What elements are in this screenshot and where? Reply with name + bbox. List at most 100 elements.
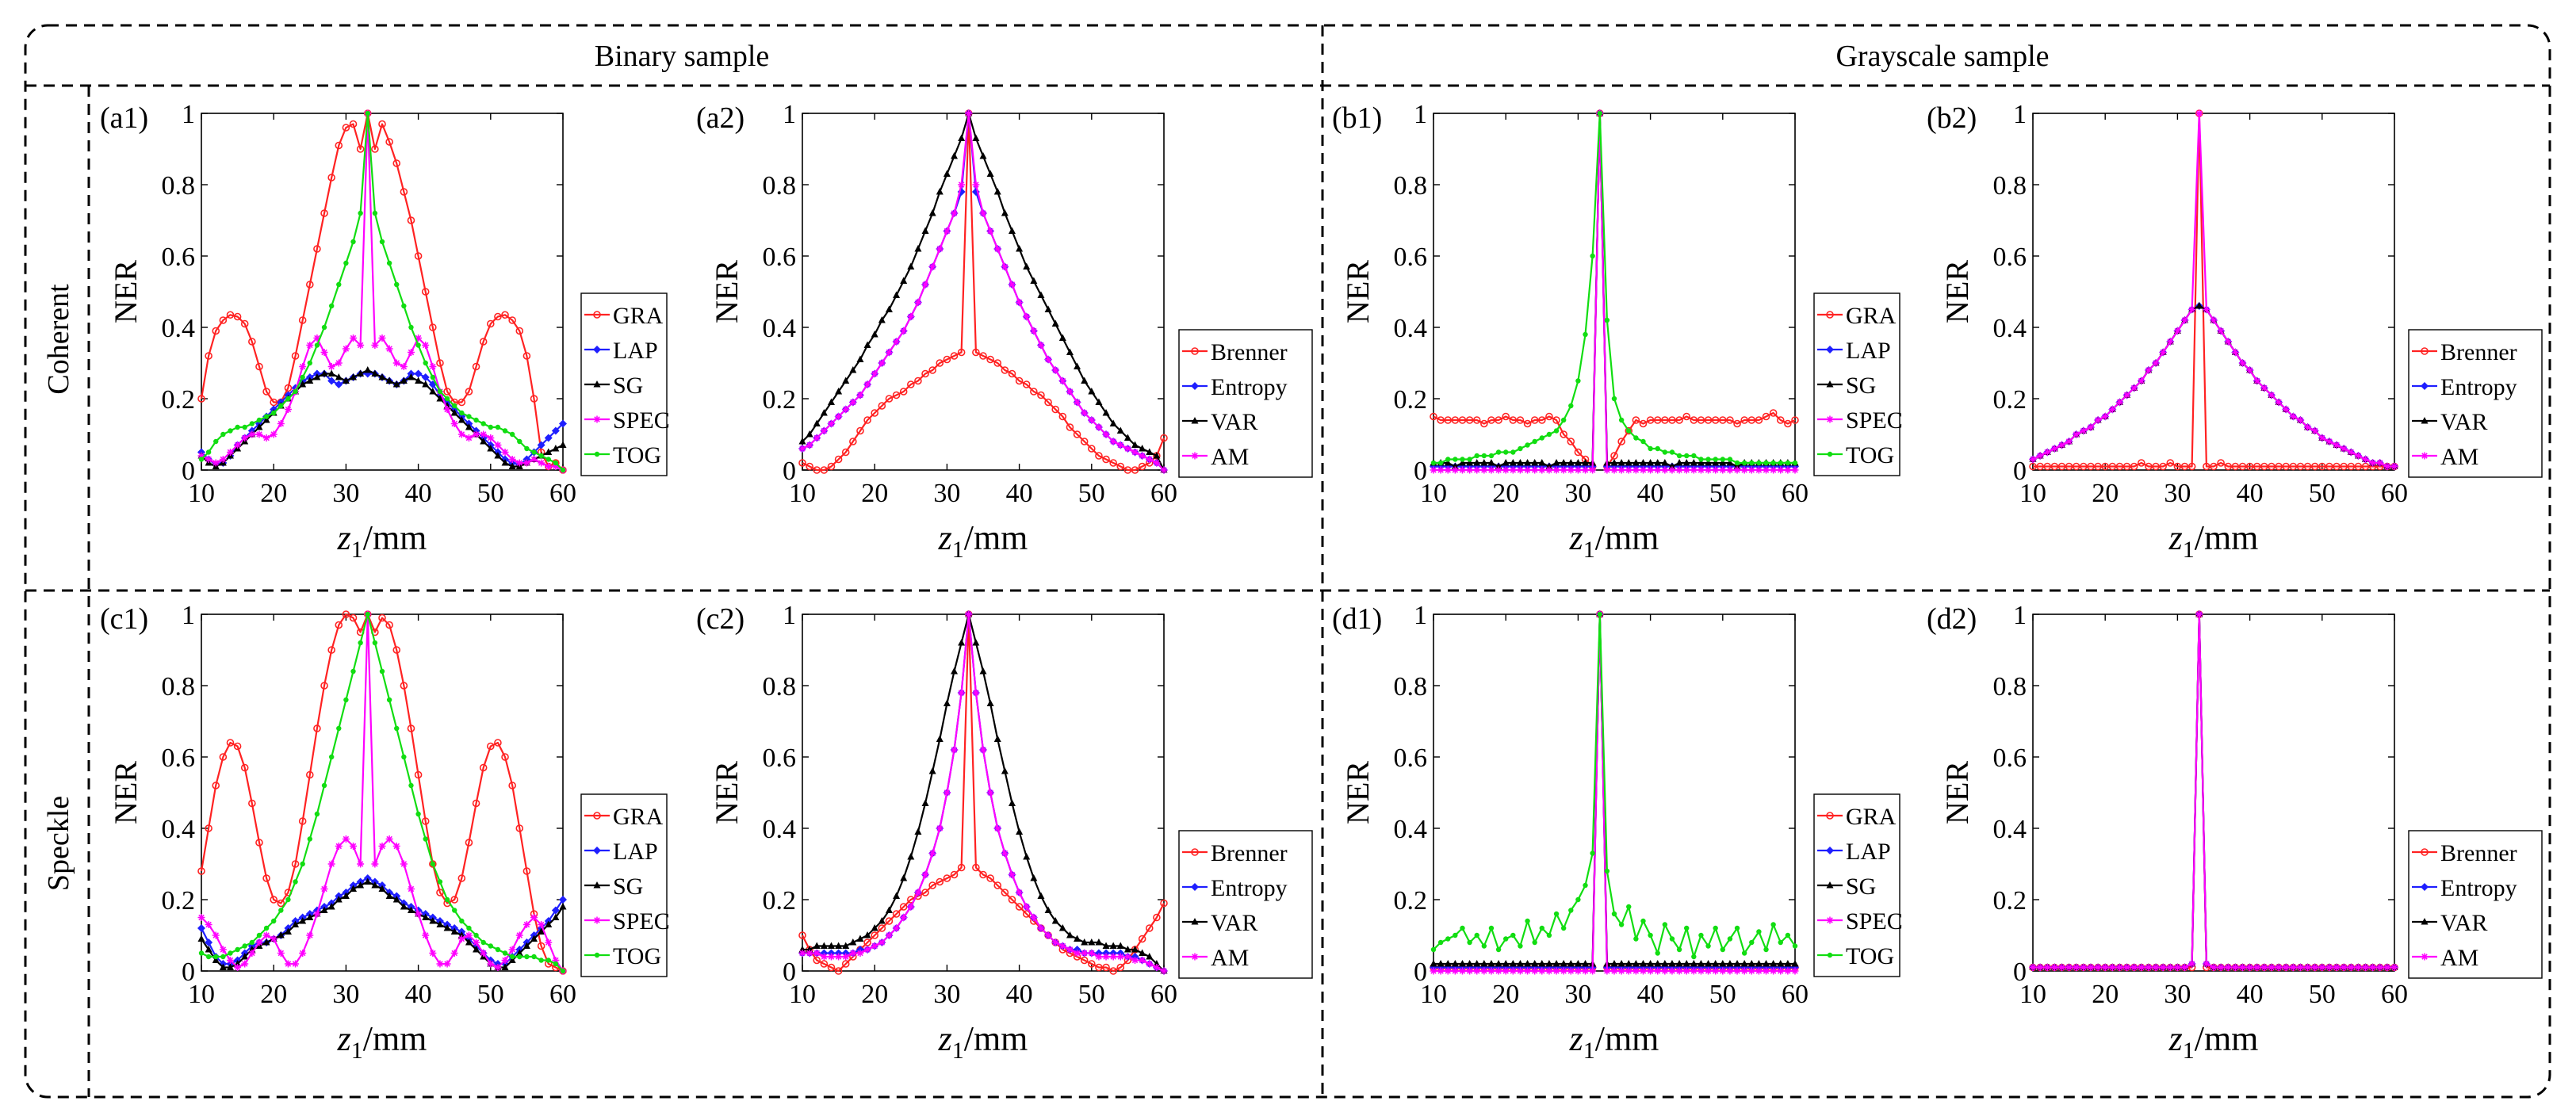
data-point: [327, 860, 335, 868]
data-point: [198, 950, 205, 956]
legend-label: GRA: [1846, 804, 1897, 830]
data-point: [1058, 377, 1066, 384]
legend-marker: [1826, 415, 1834, 423]
data-point: [1524, 459, 1532, 466]
data-point: [1518, 943, 1523, 949]
data-point: [1451, 466, 1459, 474]
data-point: [1058, 924, 1066, 931]
data-point: [1589, 967, 1597, 975]
data-point: [385, 621, 393, 629]
legend-label: VAR: [1211, 409, 1257, 435]
data-point: [2325, 462, 2333, 471]
data-point: [226, 963, 234, 970]
data-point: [343, 697, 349, 703]
data-point: [1146, 456, 1154, 463]
data-point: [1661, 459, 1669, 466]
data-point: [2181, 316, 2189, 324]
x-tick-label: 30: [1564, 479, 1591, 508]
data-point: [248, 430, 256, 438]
data-point: [834, 455, 843, 464]
data-point: [2347, 964, 2355, 971]
data-point: [2238, 462, 2247, 471]
data-point: [1139, 957, 1146, 964]
legend-marker: [2421, 848, 2429, 856]
data-point: [436, 359, 444, 367]
data-point: [457, 935, 465, 942]
data-point: [842, 377, 850, 384]
data-point: [2224, 462, 2233, 471]
data-point: [379, 239, 385, 245]
data-point: [1755, 416, 1763, 424]
data-point: [1583, 331, 1588, 338]
data-point: [2108, 462, 2117, 471]
data-point: [545, 938, 553, 946]
data-point: [2123, 392, 2131, 399]
data-point: [993, 245, 1001, 253]
data-point: [2304, 964, 2312, 971]
data-point: [436, 889, 444, 896]
data-point: [2029, 964, 2037, 971]
data-point: [1095, 963, 1103, 972]
data-point: [842, 406, 850, 413]
data-point: [1560, 925, 1567, 931]
data-point: [1675, 459, 1683, 466]
data-point: [350, 885, 358, 892]
data-point: [480, 939, 486, 946]
data-point: [371, 369, 379, 377]
data-point: [2296, 462, 2305, 471]
x-axis-label: z1/mm: [2168, 518, 2259, 563]
data-point: [1705, 466, 1713, 474]
data-point: [1480, 466, 1488, 474]
data-point: [2073, 964, 2080, 971]
data-point: [1138, 935, 1146, 943]
data-point: [327, 174, 335, 182]
data-point: [1705, 960, 1713, 967]
data-point: [197, 935, 205, 942]
data-point: [277, 899, 285, 908]
data-point: [1016, 245, 1024, 252]
data-point: [798, 445, 806, 453]
x-tick-label: 10: [2019, 479, 2046, 508]
data-point: [1726, 466, 1734, 474]
data-point: [899, 903, 908, 911]
x-tick-label: 40: [2237, 980, 2264, 1009]
data-point: [1632, 466, 1640, 474]
data-point: [798, 459, 806, 467]
data-point: [2253, 377, 2261, 384]
data-point: [443, 960, 451, 968]
data-point: [849, 438, 857, 445]
data-point: [1785, 460, 1791, 466]
series-line-brenner: [2033, 112, 2394, 468]
y-tick-label: 0: [1414, 958, 1427, 987]
series-gra: [1430, 109, 1799, 471]
data-point: [436, 395, 444, 402]
data-point: [299, 917, 307, 924]
data-point: [1647, 459, 1655, 466]
series-var: [798, 109, 1168, 473]
data-point: [242, 943, 247, 949]
data-point: [1770, 460, 1776, 466]
data-point: [1720, 946, 1725, 953]
data-point: [2094, 964, 2102, 971]
data-point: [993, 735, 1001, 742]
data-point: [299, 950, 307, 957]
legend-label: TOG: [1846, 943, 1894, 969]
data-point: [1560, 967, 1567, 975]
x-tick-label: 60: [2381, 980, 2408, 1009]
data-point: [806, 430, 813, 438]
data-point: [559, 896, 567, 904]
data-point: [1661, 967, 1669, 975]
y-tick-label: 0.2: [1993, 886, 2027, 915]
y-tick-label: 0.4: [1394, 314, 1428, 343]
data-point: [415, 811, 421, 817]
data-point: [2195, 610, 2203, 618]
y-tick-label: 0.4: [1993, 815, 2027, 844]
data-point: [1690, 416, 1698, 424]
data-point: [1488, 925, 1495, 931]
data-point: [2260, 384, 2268, 392]
data-point: [1016, 889, 1024, 896]
data-point: [2289, 413, 2297, 420]
legend-label: AM: [1211, 945, 1249, 971]
data-point: [863, 380, 871, 388]
data-point: [1632, 960, 1640, 967]
